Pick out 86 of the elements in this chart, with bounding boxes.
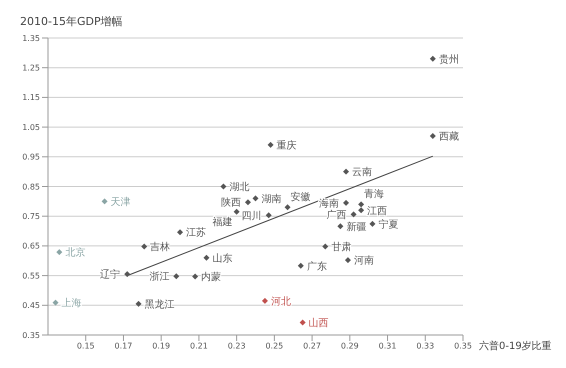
- x-tick-label: 0.33: [416, 342, 434, 351]
- series-label: 山东: [212, 252, 232, 264]
- series-label: 内蒙: [201, 270, 222, 283]
- point: [266, 212, 272, 218]
- series-label: 陕西: [220, 196, 241, 209]
- series-label: 吉林: [150, 240, 170, 253]
- point: [322, 243, 328, 250]
- series-label: 上海: [62, 297, 82, 310]
- point: [343, 200, 350, 206]
- point: [52, 300, 59, 306]
- y-tick-label: 0.55: [22, 271, 40, 280]
- y-tick-label: 0.45: [22, 301, 40, 310]
- series-label: 西藏: [438, 130, 459, 143]
- point: [252, 195, 258, 202]
- y-tick-label: 1.15: [22, 93, 40, 102]
- point: [173, 273, 180, 280]
- series-label: 山西: [308, 317, 329, 330]
- series-label: 四川: [242, 210, 262, 222]
- series-label: 河南: [354, 254, 374, 267]
- y-tick-label: 1.05: [22, 122, 40, 132]
- y-tick-label: 0.95: [22, 152, 40, 162]
- series-label: 安徽: [290, 190, 311, 203]
- series-label: 江西: [367, 204, 388, 217]
- series-label: 河北: [270, 295, 291, 308]
- point: [350, 211, 357, 218]
- x-tick-label: 0.15: [76, 342, 95, 351]
- point: [358, 201, 364, 208]
- series-label: 江苏: [186, 226, 206, 239]
- series-label: 湖北: [229, 181, 250, 193]
- point: [298, 262, 304, 269]
- series-label: 湖南: [262, 192, 282, 205]
- y-tick-label: 1.25: [22, 64, 40, 73]
- point: [124, 271, 130, 278]
- series-label: 海南: [319, 197, 340, 210]
- x-tick-label: 0.19: [152, 342, 170, 351]
- x-tick-label: 0.23: [228, 342, 246, 351]
- point: [203, 254, 210, 261]
- y-tick-label: 1.35: [22, 34, 40, 43]
- series-label: 贵州: [438, 53, 459, 66]
- x-tick-label: 0.29: [340, 342, 359, 351]
- point: [262, 298, 268, 304]
- point: [136, 300, 142, 307]
- y-tick-label: 0.75: [22, 212, 40, 222]
- x-tick-label: 0.25: [265, 342, 284, 351]
- series-label: 北京: [65, 246, 86, 259]
- series-label: 浙江: [149, 270, 170, 283]
- series-label: 广东: [306, 260, 327, 272]
- series-label: 云南: [352, 166, 372, 178]
- point: [220, 184, 226, 190]
- point: [56, 249, 62, 256]
- y-tick-label: 0.65: [22, 242, 40, 251]
- point: [234, 208, 240, 215]
- point: [358, 207, 364, 214]
- x-tick-label: 0.21: [190, 342, 208, 351]
- series-label: 甘肃: [331, 240, 352, 253]
- point: [430, 133, 436, 140]
- x-tick-label: 0.31: [378, 342, 396, 351]
- point: [284, 204, 291, 210]
- point: [337, 223, 344, 230]
- x-axis-title: 六普0-19岁比重: [479, 340, 552, 353]
- series-label: 宁夏: [378, 218, 398, 230]
- y-axis-title: 2010-15年GDP增幅: [20, 14, 123, 29]
- x-tick-label: 0.27: [303, 342, 321, 351]
- series-label: 青海: [364, 188, 384, 200]
- point: [244, 199, 251, 206]
- point: [430, 56, 436, 62]
- point: [192, 273, 198, 280]
- point: [141, 243, 148, 250]
- x-tick-label: 0.17: [114, 342, 132, 351]
- point: [177, 229, 184, 236]
- series-label: 福建: [212, 216, 233, 228]
- point: [102, 198, 108, 204]
- y-tick-label: 0.35: [22, 330, 40, 340]
- series-label: 黑龙江: [144, 298, 175, 310]
- point: [344, 257, 351, 264]
- series-label: 辽宁: [100, 268, 120, 281]
- series-label: 天津: [110, 196, 131, 208]
- series-label: 新疆: [346, 220, 366, 233]
- point: [369, 220, 376, 227]
- y-tick-label: 0.85: [22, 182, 40, 192]
- x-tick-label: 0.35: [454, 342, 472, 351]
- point: [268, 142, 274, 148]
- point: [343, 168, 350, 175]
- point: [300, 320, 306, 326]
- series-label: 广西: [326, 208, 347, 221]
- series-label: 重庆: [276, 139, 297, 152]
